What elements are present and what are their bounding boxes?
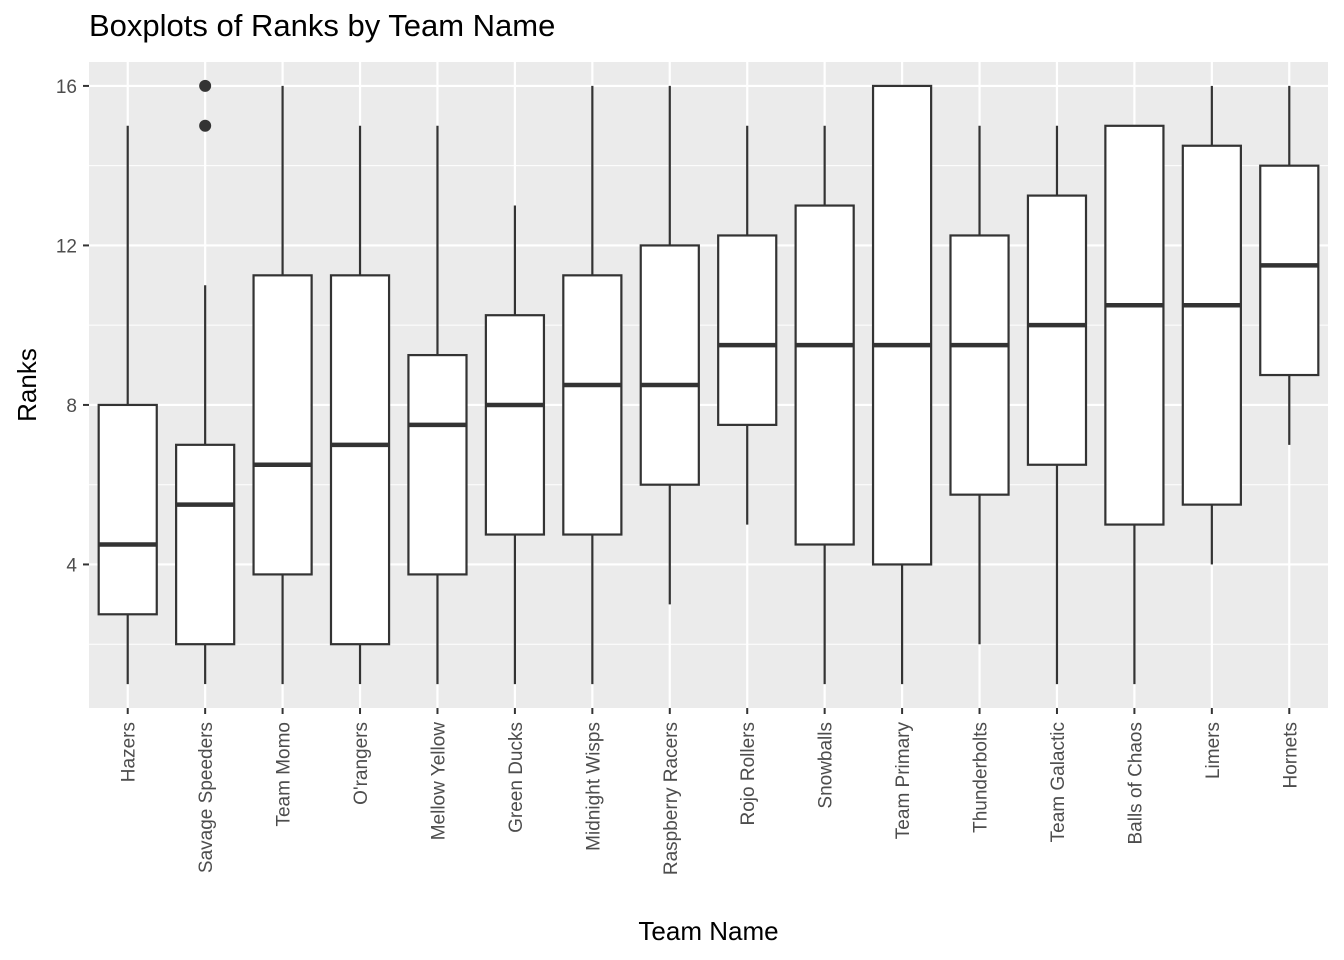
box-iqr xyxy=(562,274,623,536)
box-iqr xyxy=(1181,144,1242,506)
box-iqr xyxy=(97,403,158,616)
box-iqr xyxy=(1104,124,1165,526)
box-iqr xyxy=(639,244,700,486)
box-iqr xyxy=(175,443,236,646)
x-tick-label: Balls of Chaos xyxy=(1125,722,1146,845)
box-iqr xyxy=(717,234,778,426)
x-tick-label: Raspberry Racers xyxy=(661,722,682,875)
y-tick-label: 16 xyxy=(56,77,77,98)
y-axis-title: Ranks xyxy=(12,348,42,422)
x-axis-title: Team Name xyxy=(638,916,778,946)
x-tick-label: Team Momo xyxy=(274,722,295,827)
x-tick-label: Thunderbolts xyxy=(971,722,992,833)
box-iqr xyxy=(329,274,391,646)
x-tick-label: Hornets xyxy=(1280,722,1301,789)
x-tick-label: Team Primary xyxy=(893,722,914,840)
outlier-point xyxy=(199,119,212,132)
y-tick-label: 8 xyxy=(66,396,77,417)
box-iqr xyxy=(794,204,855,546)
box-iqr xyxy=(949,234,1010,496)
x-tick-label: Midnight Wisps xyxy=(583,722,604,851)
outlier-point xyxy=(199,79,212,92)
x-tick-label: Mellow Yellow xyxy=(428,722,449,841)
box-iqr xyxy=(484,314,546,536)
x-tick-label: O'rangers xyxy=(351,722,372,805)
y-tick-label: 4 xyxy=(66,555,77,576)
x-tick-label: Rojo Rollers xyxy=(738,722,759,825)
x-tick-label: Savage Speeders xyxy=(196,722,217,873)
x-tick-label: Limers xyxy=(1203,722,1224,779)
box-iqr xyxy=(1026,194,1088,466)
box-iqr xyxy=(407,353,468,576)
x-tick-label: Green Ducks xyxy=(506,722,527,833)
box-iqr xyxy=(1259,164,1320,377)
x-tick-label: Hazers xyxy=(119,722,140,782)
box-iqr xyxy=(871,84,933,566)
chart-title: Boxplots of Ranks by Team Name xyxy=(89,8,556,43)
y-tick-label: 12 xyxy=(56,236,77,257)
x-tick-label: Team Galactic xyxy=(1048,722,1069,842)
x-tick-label: Snowballs xyxy=(816,722,837,809)
box-iqr xyxy=(252,274,313,576)
